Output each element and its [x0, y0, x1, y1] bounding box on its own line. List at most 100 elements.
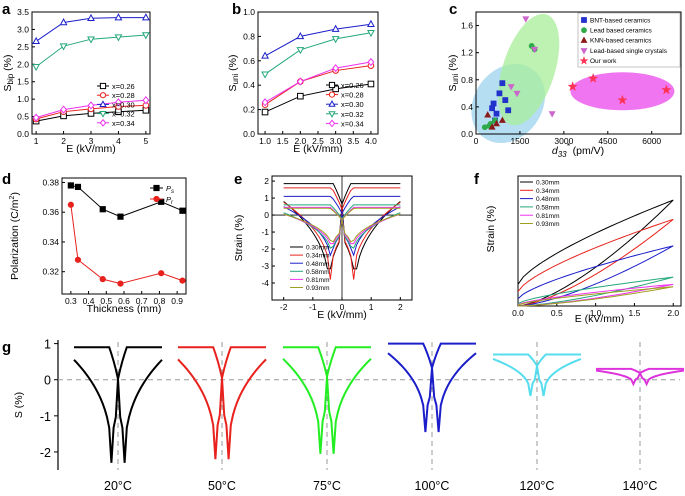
data-point	[332, 63, 340, 73]
x-tick-label: -1	[309, 302, 317, 312]
label-part: S	[2, 84, 14, 91]
data-point	[117, 213, 124, 220]
data-point	[261, 51, 269, 59]
label-part: 33	[558, 150, 567, 159]
y-axis-label: Suni (%)	[227, 55, 240, 92]
legend-label: x=0.30	[341, 100, 364, 109]
y-tick-label: -1	[261, 227, 269, 237]
data-point	[297, 92, 304, 100]
data-point	[367, 30, 375, 38]
data-point	[179, 277, 186, 284]
x-tick-label: 2	[61, 136, 66, 146]
label-part: bip	[6, 73, 15, 84]
x-tick-label: 5	[144, 136, 149, 146]
legend-label: x=0.28	[112, 91, 135, 100]
legend-marker	[581, 17, 587, 23]
y-tick-label: -2	[261, 244, 269, 254]
legend-marker	[99, 100, 107, 107]
data-point	[87, 36, 95, 44]
y-tick-label: 1	[264, 193, 269, 203]
data-point	[522, 16, 530, 23]
our-work-region	[570, 72, 675, 111]
legend-marker	[153, 195, 160, 203]
legend-label: 0.58mm	[306, 269, 329, 276]
x-tick-label: 4.0	[365, 136, 377, 146]
data-point	[74, 183, 82, 191]
data-point	[141, 13, 150, 21]
y-axis-label: S (%)	[13, 392, 25, 418]
data-point	[498, 116, 506, 123]
y-tick-label: 1.6	[461, 21, 473, 31]
y-tick-label: 3.5	[17, 7, 29, 17]
data-point	[367, 80, 375, 88]
legend-label: 0.30mm	[536, 180, 559, 187]
label-part: s	[171, 189, 174, 195]
data-point	[99, 206, 106, 213]
series-line	[70, 204, 183, 285]
data-point	[496, 90, 503, 97]
panel-label-f: f	[474, 171, 480, 188]
x-tick-label: 1.0	[259, 136, 271, 146]
x-tick-label: 1.5	[629, 308, 641, 318]
panel-label-e: e	[234, 171, 242, 188]
legend-label: Pr	[166, 195, 174, 206]
legend-marker	[328, 81, 336, 89]
data-point	[499, 80, 506, 87]
y-tick-label: 0.4	[461, 102, 473, 112]
legend-marker	[328, 100, 336, 107]
data-point	[114, 34, 123, 42]
x-axis-label: E (kV/mm)	[66, 143, 116, 155]
legend-marker	[579, 56, 589, 65]
data-point	[490, 100, 497, 107]
legend-label: 0.48mm	[536, 196, 559, 203]
x-tick-label: -2	[280, 302, 288, 312]
data-point	[296, 47, 305, 55]
y-tick-label: 0.34	[42, 237, 59, 247]
label-part: uni	[231, 74, 240, 85]
x-axis-label: Thickness (mm)	[87, 303, 162, 315]
data-point	[332, 85, 339, 93]
x-tick-label: 0.4	[83, 296, 95, 306]
label-part: )	[9, 192, 21, 196]
series-line	[264, 61, 372, 103]
x-tick-label: 3	[89, 136, 94, 146]
legend-label: x=0.34	[341, 119, 364, 128]
temperature-label: 120°C	[520, 479, 555, 493]
data-point	[567, 81, 578, 91]
y-tick-label: 1.5	[17, 77, 29, 87]
y-tick-label: 0	[44, 374, 51, 388]
x-tick-label: 0.5	[551, 308, 563, 318]
panel-label-a: a	[2, 1, 11, 18]
legend-marker	[99, 92, 107, 99]
y-tick-label: 0.38	[42, 177, 59, 187]
x-tick-label: 0	[474, 136, 479, 146]
temperature-label: 20°C	[104, 479, 132, 493]
y-axis-label: Strain (%)	[485, 206, 497, 253]
series-line	[264, 32, 372, 75]
data-point	[296, 32, 305, 40]
y-tick-label: 2	[264, 176, 269, 186]
temperature-label: 140°C	[623, 479, 658, 493]
temperature-label: 50°C	[208, 479, 236, 493]
y-tick-label: 0.6	[243, 56, 255, 66]
series-line	[264, 65, 372, 106]
x-tick-label: 1500	[510, 136, 529, 146]
x-tick-label: 0.6	[118, 296, 130, 306]
legend-label: KNN-based ceramics	[590, 38, 652, 45]
x-tick-label: 3000	[554, 136, 573, 146]
y-axis-label: Sbip (%)	[2, 55, 15, 92]
data-point	[67, 201, 74, 208]
x-tick-label: 0.0	[512, 308, 524, 318]
temperature-loop	[177, 346, 266, 460]
data-point	[548, 111, 556, 118]
x-axis-label: E (kV/mm)	[293, 143, 343, 155]
y-axis-label: Polarization (C/m2)	[9, 192, 21, 280]
data-point	[502, 97, 509, 104]
y-tick-label: 1.2	[461, 48, 473, 58]
temperature-label: 100°C	[415, 479, 450, 493]
panel-label-c: c	[449, 1, 457, 18]
label-part: r	[171, 200, 174, 206]
legend-marker	[580, 36, 588, 43]
strain-loop	[517, 245, 674, 307]
panel-label-b: b	[232, 1, 241, 18]
